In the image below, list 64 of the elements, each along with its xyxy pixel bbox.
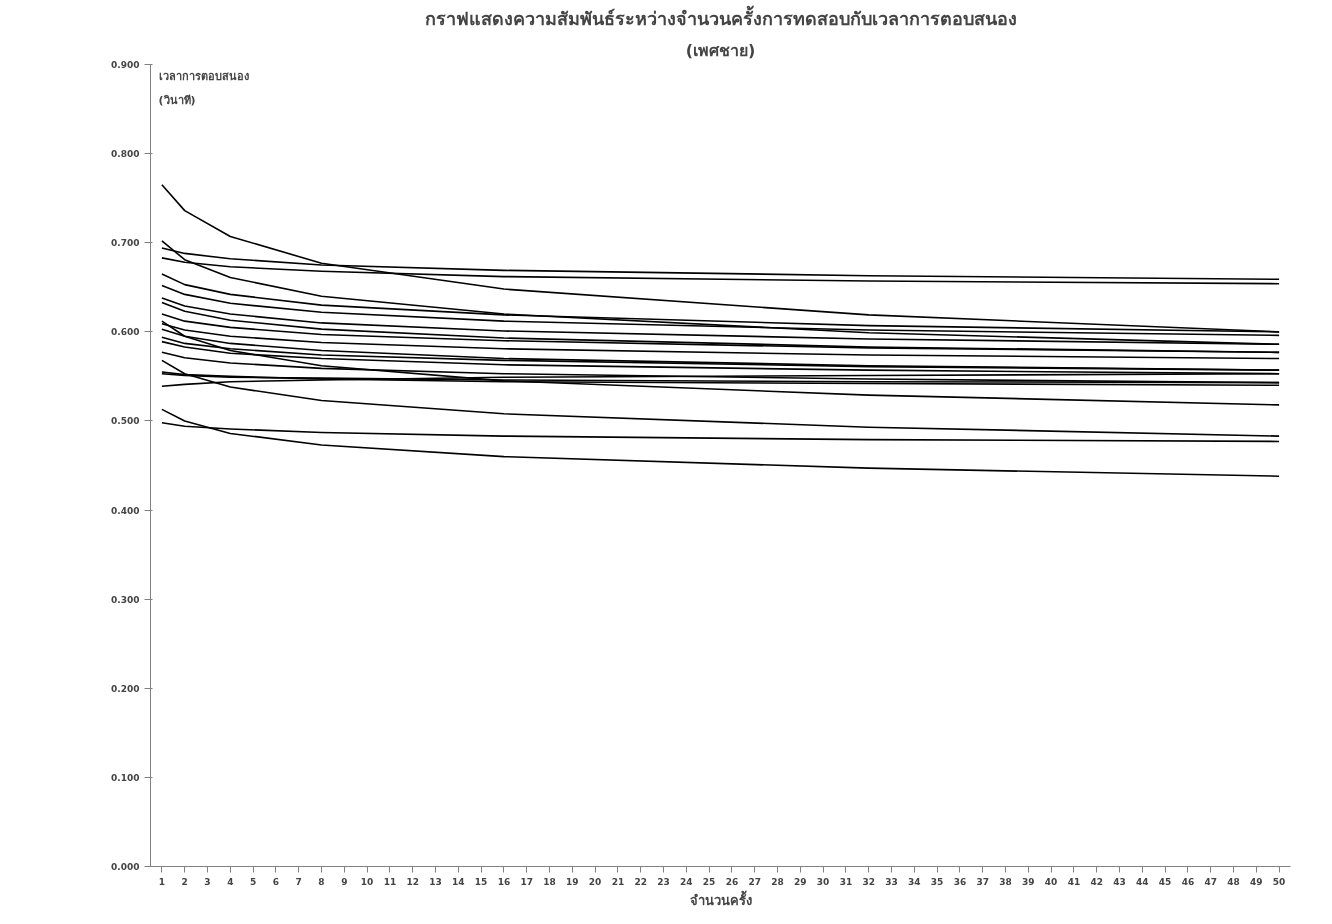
x-tick-label: 26: [725, 876, 739, 887]
x-tick-label: 31: [839, 876, 853, 887]
x-tick-label: 47: [1204, 876, 1217, 887]
x-tick-label: 11: [383, 876, 397, 887]
x-tick-label: 28: [771, 876, 784, 887]
x-tick-label: 1: [158, 876, 166, 887]
x-tick-label: 17: [520, 876, 533, 887]
y-tick-label: 0.800: [111, 149, 140, 160]
x-tick-label: 3: [204, 876, 211, 887]
y-tick-label: 0.300: [111, 594, 140, 605]
x-tick-label: 18: [543, 876, 556, 887]
y-tick-label: 0.500: [111, 416, 140, 427]
x-tick-label: 36: [953, 876, 967, 887]
x-tick-label: 16: [497, 876, 511, 887]
y-axis-title: เวลาการตอบสนอง (วินาที): [158, 69, 249, 107]
x-tick-label: 12: [406, 876, 419, 887]
x-tick-label: 35: [930, 876, 944, 887]
y-tick-label: 0.600: [111, 327, 140, 338]
x-tick-label: 38: [999, 876, 1012, 887]
x-tick-label: 13: [429, 876, 442, 887]
x-tick-label: 42: [1090, 876, 1103, 887]
x-tick-label: 9: [341, 876, 348, 887]
x-tick-label: 8: [318, 876, 325, 887]
x-tick-label: 34: [908, 876, 921, 887]
y-tick-label: 0.700: [111, 238, 140, 249]
x-tick-label: 43: [1113, 876, 1126, 887]
x-tick-label: 30: [816, 876, 830, 887]
x-tick-label: 7: [295, 876, 302, 887]
x-tick-label: 48: [1227, 876, 1240, 887]
x-tick-label: 49: [1250, 876, 1263, 887]
x-tick-label: 24: [680, 876, 693, 887]
y-tick-label: 0.900: [111, 60, 140, 70]
x-tick-label: 32: [862, 876, 875, 887]
x-tick-label: 22: [634, 876, 647, 887]
chart-title: กราฟแสดงความสัมพันธ์ระหว่างจำนวนครั้งการทดสอบกับเวลาการตอบสนอง: [424, 4, 1017, 29]
y-tick-label: 0.400: [111, 505, 140, 516]
x-tick-label: 41: [1067, 876, 1081, 887]
x-tick-label: 15: [474, 876, 488, 887]
x-tick-label: 33: [885, 876, 898, 887]
x-tick-label: 29: [794, 876, 807, 887]
x-tick-label: 40: [1044, 876, 1058, 887]
x-tick-label: 19: [566, 876, 579, 887]
x-tick-label: 39: [1022, 876, 1035, 887]
x-axis-title: จำนวนครั้ง: [689, 889, 752, 908]
chart-subtitle: (เพศชาย): [685, 40, 756, 60]
y-tick-label: 0.200: [111, 683, 140, 694]
x-tick-label: 27: [748, 876, 761, 887]
x-tick-label: 25: [702, 876, 716, 887]
x-tick-label: 45: [1158, 876, 1172, 887]
x-tick-label: 44: [1136, 876, 1149, 887]
x-tick-label: 4: [227, 876, 234, 887]
x-tick-label: 14: [452, 876, 465, 887]
x-tick-label: 21: [611, 876, 625, 887]
x-tick-label: 50: [1272, 876, 1286, 887]
y-tick-label: 0.000: [111, 862, 140, 872]
x-tick-label: 10: [360, 876, 374, 887]
x-tick-label: 2: [181, 876, 188, 887]
x-tick-label: 5: [249, 876, 257, 887]
x-tick-label: 6: [272, 876, 280, 887]
x-tick-label: 20: [588, 876, 602, 887]
x-tick-label: 46: [1181, 876, 1195, 887]
y-tick-label: 0.100: [111, 772, 140, 783]
x-tick-label: 23: [657, 876, 670, 887]
x-tick-label: 37: [976, 876, 989, 887]
